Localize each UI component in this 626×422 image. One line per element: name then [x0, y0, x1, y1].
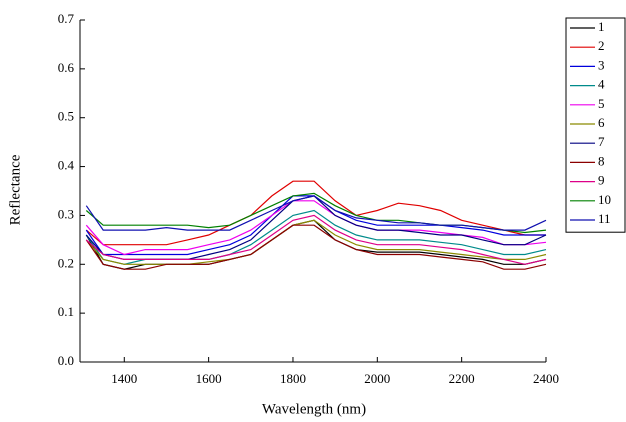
legend-box: [565, 17, 626, 233]
x-tick-label: 2000: [364, 371, 390, 386]
y-tick-label: 0.5: [58, 109, 74, 124]
legend-label: 6: [598, 115, 605, 130]
series-line: [85, 195, 547, 231]
x-axis-label: Wavelength (nm): [262, 401, 366, 417]
legend-label: 5: [598, 96, 605, 111]
series-line: [85, 224, 547, 270]
legend-label: 8: [598, 153, 605, 168]
y-tick-label: 0.1: [58, 304, 74, 319]
y-axis-label: Reflectance: [7, 154, 23, 225]
legend-label: 11: [598, 211, 611, 226]
legend-label: 4: [598, 77, 605, 92]
series-line: [85, 180, 546, 246]
x-tick-label: 1800: [280, 371, 306, 386]
series-line: [85, 200, 547, 256]
y-tick-label: 0.4: [58, 158, 75, 173]
series-line: [85, 214, 547, 265]
y-tick-label: 0.6: [58, 60, 75, 75]
x-tick-label: 1400: [111, 371, 137, 386]
y-tick-label: 0.2: [58, 255, 74, 270]
y-tick-label: 0.7: [58, 11, 75, 26]
x-tick-label: 2400: [533, 371, 559, 386]
legend-label: 10: [598, 192, 611, 207]
y-tick-label: 0.3: [58, 206, 74, 221]
y-tick-label: 0.0: [58, 353, 74, 368]
legend-label: 2: [598, 38, 605, 53]
legend-label: 1: [598, 19, 605, 34]
series-line: [85, 219, 547, 265]
legend-label: 3: [598, 57, 605, 72]
legend-label: 9: [598, 173, 605, 188]
x-tick-label: 1600: [196, 371, 222, 386]
x-tick-label: 2200: [449, 371, 475, 386]
legend-label: 7: [598, 134, 605, 149]
